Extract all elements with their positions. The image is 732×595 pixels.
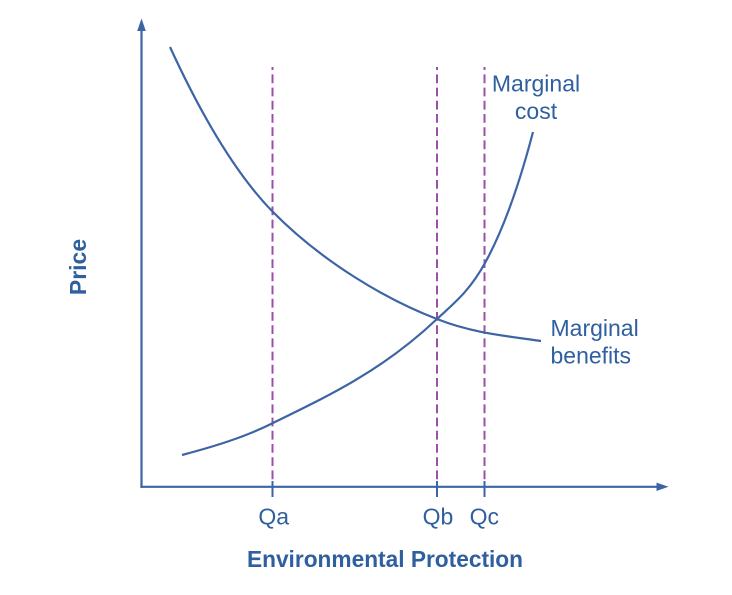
svg-text:Marginal: Marginal <box>492 71 580 97</box>
svg-text:cost: cost <box>515 98 558 124</box>
svg-text:Environmental Protection: Environmental Protection <box>247 546 523 572</box>
svg-text:Qc: Qc <box>470 503 499 529</box>
svg-text:benefits: benefits <box>551 343 632 369</box>
svg-text:Qa: Qa <box>258 503 289 529</box>
svg-text:Marginal: Marginal <box>551 315 639 341</box>
svg-text:Qb: Qb <box>423 503 454 529</box>
svg-text:Price: Price <box>65 239 91 295</box>
